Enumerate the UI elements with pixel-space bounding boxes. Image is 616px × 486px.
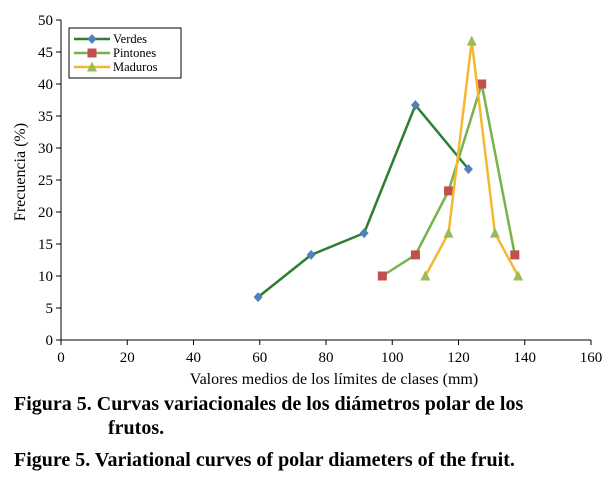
x-tick-label: 40 (186, 350, 201, 366)
y-tick-label: 20 (38, 205, 53, 221)
x-tick-label: 120 (447, 350, 470, 366)
y-tick-label: 35 (38, 109, 53, 125)
data-point-diamond (359, 228, 369, 239)
data-point-triangle (466, 35, 477, 46)
x-tick-label: 0 (57, 350, 65, 366)
legend-marker-diamond (87, 34, 97, 44)
data-point-diamond (463, 164, 473, 175)
y-tick-label: 5 (46, 301, 54, 317)
x-axis-title: Valores medios de los límites de clases … (190, 371, 478, 388)
y-tick-label: 10 (38, 269, 53, 285)
x-tick-label: 60 (252, 350, 267, 366)
data-point-diamond (306, 249, 316, 260)
x-tick-label: 100 (381, 350, 404, 366)
y-tick-label: 50 (38, 13, 53, 29)
legend-item-verdes: Verdes (74, 32, 147, 46)
y-tick-label: 25 (38, 173, 53, 189)
legend-marker-square (87, 48, 97, 58)
chart-axes: 0 5 10 15 20 25 30 35 40 45 50 0 20 40 60 80 100 120 140 16… (38, 13, 602, 366)
series-pintones (377, 79, 520, 281)
data-point-triangle (443, 227, 454, 238)
x-tick-label: 20 (120, 350, 135, 366)
data-point-diamond (410, 100, 420, 111)
x-tick-label: 140 (514, 350, 537, 366)
data-point-square (477, 79, 487, 89)
data-point-square (444, 186, 454, 196)
y-tick-label: 0 (46, 333, 54, 349)
data-point-square (510, 250, 520, 260)
caption-spanish-line2: frutos. (108, 417, 165, 439)
x-tick-label: 80 (319, 350, 334, 366)
series-verdes (253, 100, 473, 303)
y-axis-title: Frecuencia (%) (12, 123, 29, 221)
data-point-square (410, 250, 420, 260)
legend-item-pintones: Pintones (74, 46, 156, 60)
y-tick-label: 40 (38, 77, 53, 93)
x-tick-label: 160 (580, 350, 603, 366)
series-line (257, 103, 470, 299)
series-maduros (420, 35, 524, 281)
data-point-diamond (253, 292, 263, 303)
series-line (381, 82, 517, 278)
series-line (424, 39, 520, 277)
data-point-square (377, 271, 387, 281)
figure-caption-spanish: Figura 5. Curvas variacionales de los di… (14, 392, 523, 440)
y-tick-label: 30 (38, 141, 53, 157)
data-point-triangle (489, 227, 500, 238)
line-chart: 0 5 10 15 20 25 30 35 40 45 50 0 20 40 60 80 100 120 140 16… (12, 13, 602, 388)
legend-item-maduros: Maduros (74, 60, 158, 74)
caption-spanish-line1: Figura 5. Curvas variacionales de los di… (14, 393, 524, 415)
data-point-triangle (420, 270, 431, 281)
legend-label: Pintones (113, 46, 156, 60)
chart-series (253, 35, 524, 303)
legend-label: Maduros (113, 60, 158, 74)
data-point-triangle (513, 270, 524, 281)
figure-caption-english: Figure 5. Variational curves of polar di… (14, 449, 515, 471)
y-tick-label: 15 (38, 237, 53, 253)
y-tick-label: 45 (38, 45, 53, 61)
legend-label: Verdes (113, 32, 147, 46)
legend-marker-triangle (87, 61, 97, 72)
